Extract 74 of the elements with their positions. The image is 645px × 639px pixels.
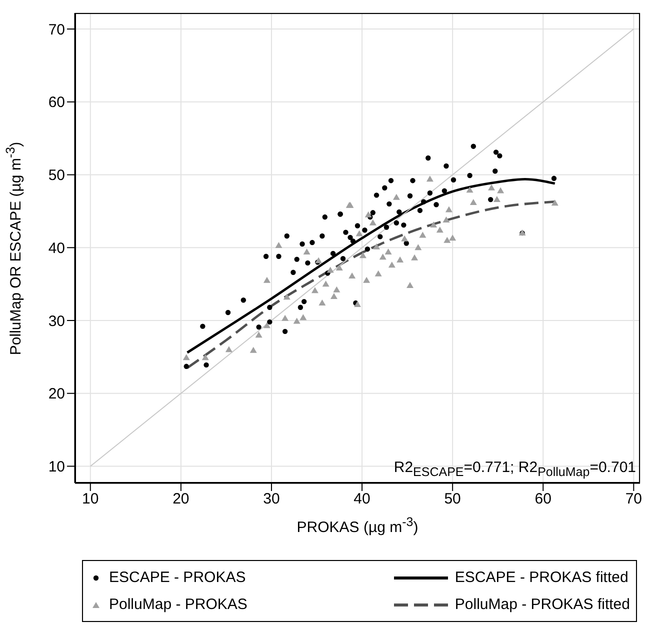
point xyxy=(430,222,438,228)
point xyxy=(445,206,452,212)
annotation: R2$_{ESCAPE}$=0.771; R2$_{PolluMap}$=0.701 xyxy=(394,459,636,479)
point xyxy=(303,248,310,255)
y-tick-label: 10 xyxy=(48,458,65,476)
point xyxy=(384,248,392,255)
y-tick-label: 20 xyxy=(48,386,65,403)
point xyxy=(396,256,404,263)
point xyxy=(551,200,558,206)
point xyxy=(379,254,386,260)
point xyxy=(364,211,372,218)
point xyxy=(293,318,300,324)
legend-label: PolluMap - PROKAS xyxy=(109,596,248,613)
point xyxy=(326,266,334,273)
point xyxy=(363,276,370,283)
point xyxy=(374,270,382,276)
point xyxy=(356,230,363,236)
x-tick-label: 20 xyxy=(172,490,190,508)
point xyxy=(470,198,477,205)
point xyxy=(392,194,400,200)
point xyxy=(373,243,380,250)
point xyxy=(225,346,232,352)
y-tick-label: 70 xyxy=(48,21,65,38)
point xyxy=(369,219,376,226)
point xyxy=(411,254,418,260)
point xyxy=(263,276,270,283)
point xyxy=(318,300,326,306)
point xyxy=(449,234,456,241)
point xyxy=(348,272,356,279)
point xyxy=(333,286,340,292)
point xyxy=(311,287,318,294)
y-tick-label: 60 xyxy=(48,94,65,112)
point xyxy=(255,332,262,338)
y-tick-label: 40 xyxy=(48,240,65,257)
x-tick-label: 10 xyxy=(82,490,99,508)
point xyxy=(330,292,338,299)
point xyxy=(283,294,290,300)
point xyxy=(406,282,414,288)
x-tick-label: 40 xyxy=(354,490,370,508)
point xyxy=(202,354,209,360)
point xyxy=(442,216,450,222)
point xyxy=(419,232,426,238)
legend-label: ESCAPE - PROKAS xyxy=(109,569,246,586)
x-tick-label: 30 xyxy=(263,490,280,508)
x-tick-label: 50 xyxy=(444,490,461,508)
x-tick-label: 60 xyxy=(534,490,552,508)
point xyxy=(466,186,474,193)
point xyxy=(426,176,434,182)
point xyxy=(354,300,361,307)
point xyxy=(388,262,396,268)
y-tick-label: 50 xyxy=(48,167,65,184)
point xyxy=(282,314,289,321)
point xyxy=(250,346,257,353)
point xyxy=(315,257,322,264)
point xyxy=(414,244,422,250)
x-tick-label: 70 xyxy=(625,490,642,508)
point xyxy=(444,236,451,243)
point xyxy=(322,280,330,287)
point xyxy=(497,187,504,194)
point xyxy=(493,196,500,202)
point xyxy=(336,264,343,271)
legend-label: ESCAPE - PROKAS fitted xyxy=(454,569,628,586)
point xyxy=(182,354,190,360)
point xyxy=(436,226,444,233)
point xyxy=(488,184,496,190)
y-tick-label: 30 xyxy=(48,312,65,330)
point xyxy=(359,252,366,258)
legend-label: PolluMap - PROKAS fitted xyxy=(454,596,630,613)
point xyxy=(300,314,307,320)
x-axis-title: PROKAS (µg m$^{-3}$) xyxy=(296,515,420,536)
point xyxy=(401,235,408,242)
line-series xyxy=(186,178,556,354)
point xyxy=(263,322,270,328)
point xyxy=(275,242,282,248)
